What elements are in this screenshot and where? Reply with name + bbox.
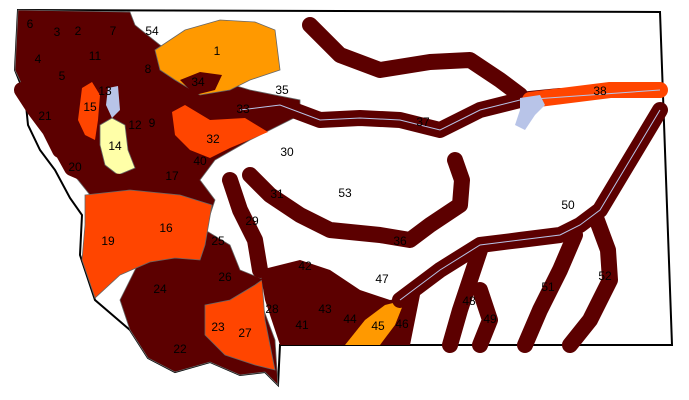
basin-label-5: 5 xyxy=(59,69,66,83)
basin-label-50: 50 xyxy=(561,198,575,212)
basin-label-2: 2 xyxy=(75,24,82,38)
corridor-29 xyxy=(222,172,268,278)
fort-peck-lake xyxy=(515,95,545,130)
basin-label-43: 43 xyxy=(318,302,332,316)
basin-label-36: 36 xyxy=(393,234,407,248)
corridor-49 xyxy=(472,282,498,353)
basin-label-4: 4 xyxy=(35,52,42,66)
basin-label-7: 7 xyxy=(110,24,117,38)
basin-label-12: 12 xyxy=(128,118,142,132)
basin-label-38: 38 xyxy=(593,84,607,98)
basin-label-11: 11 xyxy=(89,49,102,63)
corridor-51 xyxy=(517,227,583,353)
basin-label-48: 48 xyxy=(462,294,476,308)
basin-label-37: 37 xyxy=(416,115,430,129)
basin-45 xyxy=(345,300,405,345)
basin-label-15: 15 xyxy=(83,100,97,114)
corridor-48 xyxy=(442,242,488,353)
basin-label-47: 47 xyxy=(375,272,389,286)
basin-label-26: 26 xyxy=(218,270,232,284)
basin-label-44: 44 xyxy=(343,312,357,326)
basin-label-20: 20 xyxy=(68,160,82,174)
basin-label-34: 34 xyxy=(191,75,205,89)
basin-1 xyxy=(154,19,281,96)
basin-label-16: 16 xyxy=(159,221,173,235)
rivers xyxy=(239,89,661,301)
basin-label-27: 27 xyxy=(238,326,252,340)
basin-label-24: 24 xyxy=(153,282,167,296)
basin-label-40: 40 xyxy=(193,154,207,168)
basin-label-17: 17 xyxy=(165,169,179,183)
basin-label-6: 6 xyxy=(27,17,34,31)
basin-34 xyxy=(180,72,222,95)
basin-label-29: 29 xyxy=(245,214,259,228)
corridor-20 xyxy=(54,142,128,190)
basin-label-3: 3 xyxy=(54,25,61,39)
basin-label-49: 49 xyxy=(483,312,497,326)
basin-label-22: 22 xyxy=(173,342,187,356)
basin-label-51: 51 xyxy=(541,280,555,294)
basin-label-14: 14 xyxy=(108,139,122,153)
basins-23-27 xyxy=(204,279,276,371)
corridor-52 xyxy=(562,207,618,353)
corridor-21 xyxy=(14,82,68,158)
basin-label-35: 35 xyxy=(275,83,289,97)
basin-label-41: 41 xyxy=(295,318,309,332)
basin-label-1: 1 xyxy=(214,44,221,58)
basin-label-33: 33 xyxy=(236,102,250,116)
basin-label-9: 9 xyxy=(149,116,156,130)
basin-label-19: 19 xyxy=(101,234,115,248)
basin-label-13: 13 xyxy=(98,84,112,98)
basin-label-32: 32 xyxy=(206,132,220,146)
basin-label-28: 28 xyxy=(265,302,279,316)
basin-32 xyxy=(172,105,268,158)
corridor-milk-39 xyxy=(302,17,528,103)
basin-label-46: 46 xyxy=(395,317,409,331)
corridor-31-36 xyxy=(242,152,470,248)
basin-label-54: 54 xyxy=(145,24,159,38)
basins-16-19 xyxy=(81,189,213,299)
basin-label-25: 25 xyxy=(211,234,225,248)
basin-label-21: 21 xyxy=(38,109,52,123)
basin-14 xyxy=(99,117,136,176)
basin-label-45: 45 xyxy=(371,319,385,333)
flathead-lake xyxy=(106,86,120,118)
basin-label-53: 53 xyxy=(338,186,352,200)
basin-label-42: 42 xyxy=(298,259,312,273)
basin-label-8: 8 xyxy=(145,62,152,76)
basin-label-23: 23 xyxy=(211,320,225,334)
basin-label-52: 52 xyxy=(598,269,612,283)
basin-label-30: 30 xyxy=(280,145,294,159)
basin-label-31: 31 xyxy=(270,187,284,201)
basin-15 xyxy=(78,82,100,140)
